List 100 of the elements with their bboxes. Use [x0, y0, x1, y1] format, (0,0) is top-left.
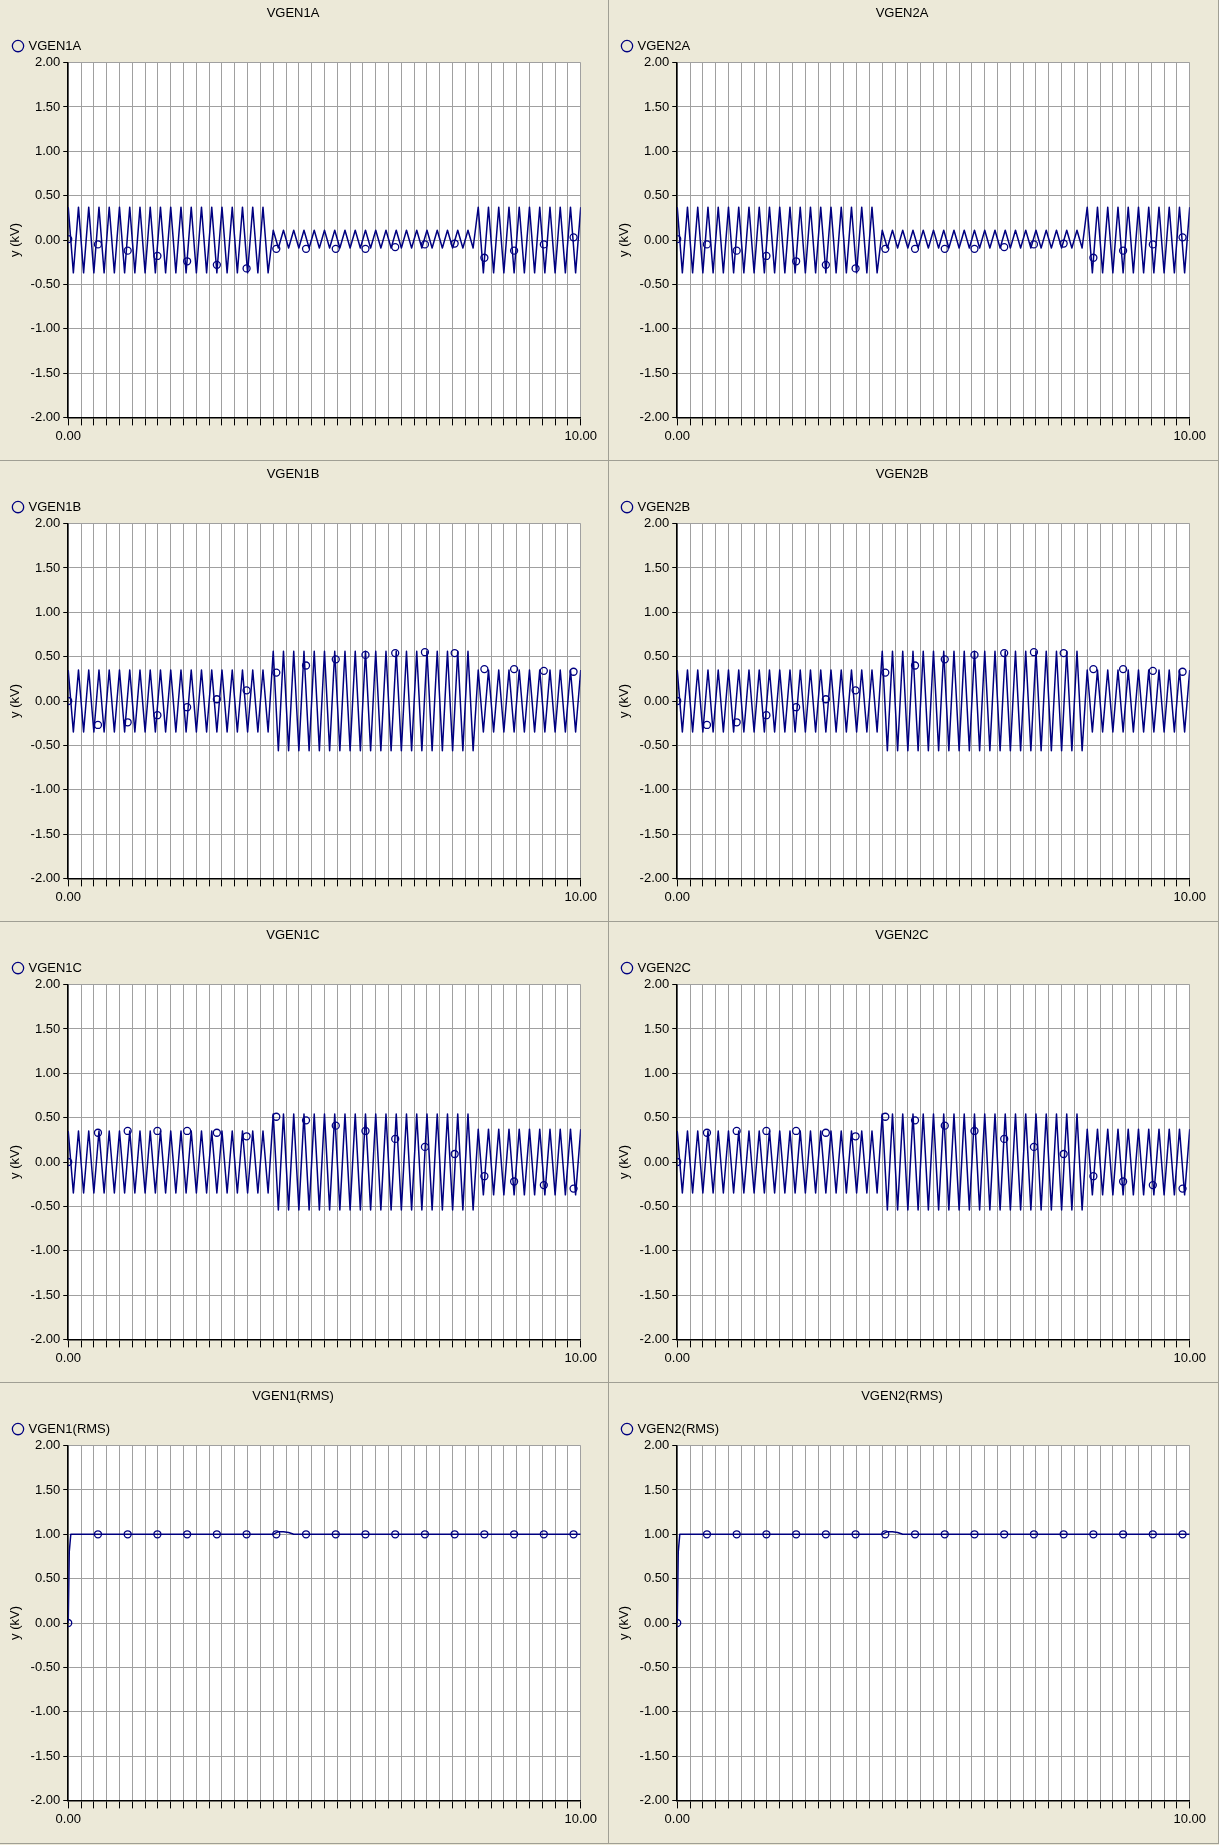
- legend-label: VGEN2C: [637, 959, 691, 975]
- x-tick-label: 0.00: [664, 427, 690, 443]
- x-tick-label: 0.00: [55, 1349, 81, 1365]
- x-tick-label: 10.00: [1173, 1810, 1207, 1826]
- legend-label: VGEN1A: [28, 37, 82, 53]
- point: [153, 1126, 162, 1136]
- y-tick-label: -2.00: [639, 408, 670, 424]
- point: [242, 686, 251, 695]
- chart-title: VGEN1(RMS): [252, 1388, 334, 1404]
- y-axis-title: y (kV): [616, 684, 632, 718]
- point: [762, 1126, 771, 1136]
- x-tick-label: 10.00: [1173, 888, 1207, 904]
- y-tick-label: -1.50: [30, 364, 61, 380]
- point: [732, 1126, 741, 1136]
- point: [509, 1177, 519, 1186]
- point: [1059, 1149, 1068, 1159]
- point: [212, 260, 222, 269]
- point: [910, 1116, 920, 1125]
- point: [940, 655, 949, 664]
- point: [1089, 253, 1098, 262]
- point: [1000, 1134, 1009, 1144]
- y-tick-label: -0.50: [639, 736, 670, 752]
- x-tick-label: 10.00: [564, 888, 598, 904]
- point: [420, 240, 430, 249]
- point: [301, 244, 311, 254]
- y-tick-label: 1.50: [34, 1481, 61, 1497]
- point: [762, 251, 771, 261]
- point: [851, 264, 860, 273]
- y-tick-label: -2.00: [639, 869, 670, 885]
- y-tick-label: 1.50: [34, 1020, 61, 1036]
- point: [153, 711, 162, 720]
- point: [301, 1116, 311, 1125]
- y-tick-label: 1.00: [34, 603, 61, 619]
- point: [732, 246, 741, 255]
- y-tick-label: 0.50: [643, 1570, 670, 1586]
- y-tick-label: -0.50: [30, 275, 61, 291]
- point: [940, 1121, 949, 1130]
- legend-label: VGEN1B: [28, 498, 82, 514]
- point: [791, 257, 801, 266]
- x-tick-label: 0.00: [55, 427, 81, 443]
- x-tick-label: 0.00: [664, 1810, 690, 1826]
- y-tick-label: 0.50: [34, 1570, 61, 1586]
- point: [182, 703, 192, 712]
- point: [1089, 664, 1098, 674]
- y-tick-label: 2.00: [34, 1437, 61, 1453]
- point: [331, 1121, 340, 1130]
- y-tick-label: -1.00: [639, 320, 670, 336]
- point: [851, 1132, 860, 1141]
- y-tick-label: 0.50: [643, 187, 670, 203]
- point: [1118, 246, 1128, 255]
- chart-title: VGEN1A: [266, 5, 320, 21]
- y-tick-label: -0.50: [30, 1197, 61, 1213]
- y-tick-label: -1.50: [30, 1286, 61, 1302]
- point: [851, 686, 860, 695]
- y-tick-label: -1.50: [30, 825, 61, 841]
- chart-title: VGEN2A: [875, 5, 929, 21]
- point: [123, 718, 132, 727]
- point: [1059, 648, 1068, 658]
- chart-title: VGEN1B: [266, 466, 320, 482]
- point: [1000, 648, 1009, 658]
- point: [450, 239, 459, 248]
- y-tick-label: -1.00: [639, 1703, 670, 1719]
- point: [331, 244, 340, 254]
- point: [272, 668, 281, 677]
- y-tick-label: -0.50: [639, 275, 670, 291]
- y-tick-label: -1.50: [30, 1747, 61, 1763]
- y-tick-label: -1.00: [30, 1242, 61, 1258]
- y-tick-label: 0.50: [34, 648, 61, 664]
- point: [732, 718, 741, 727]
- point: [881, 244, 890, 254]
- y-tick-label: -1.00: [639, 781, 670, 797]
- y-tick-label: 1.50: [643, 98, 670, 114]
- legend-label: VGEN1C: [28, 959, 82, 975]
- point: [391, 242, 400, 252]
- point: [509, 246, 519, 255]
- point: [910, 661, 920, 670]
- point: [821, 695, 831, 704]
- point: [331, 655, 340, 664]
- point: [391, 1134, 400, 1144]
- chart-title: VGEN2(RMS): [861, 1388, 943, 1404]
- y-tick-label: -1.50: [639, 1747, 670, 1763]
- y-tick-label: 0.00: [643, 1614, 670, 1630]
- point: [420, 648, 430, 657]
- point: [1059, 239, 1068, 248]
- chart-title: VGEN2C: [875, 927, 929, 943]
- point: [123, 246, 132, 255]
- point: [242, 1132, 251, 1141]
- point: [1089, 1172, 1098, 1181]
- y-tick-label: 2.00: [34, 54, 61, 70]
- y-tick-label: -0.50: [639, 1658, 670, 1674]
- point: [940, 244, 949, 254]
- x-tick-label: 0.00: [664, 888, 690, 904]
- x-tick-label: 10.00: [564, 1349, 598, 1365]
- point: [791, 1126, 801, 1136]
- y-tick-label: 1.00: [643, 142, 670, 158]
- point: [182, 1126, 192, 1136]
- y-tick-label: -2.00: [30, 1330, 61, 1346]
- y-tick-label: 1.50: [643, 1020, 670, 1036]
- point: [1148, 1180, 1157, 1190]
- y-tick-label: -1.00: [639, 1242, 670, 1258]
